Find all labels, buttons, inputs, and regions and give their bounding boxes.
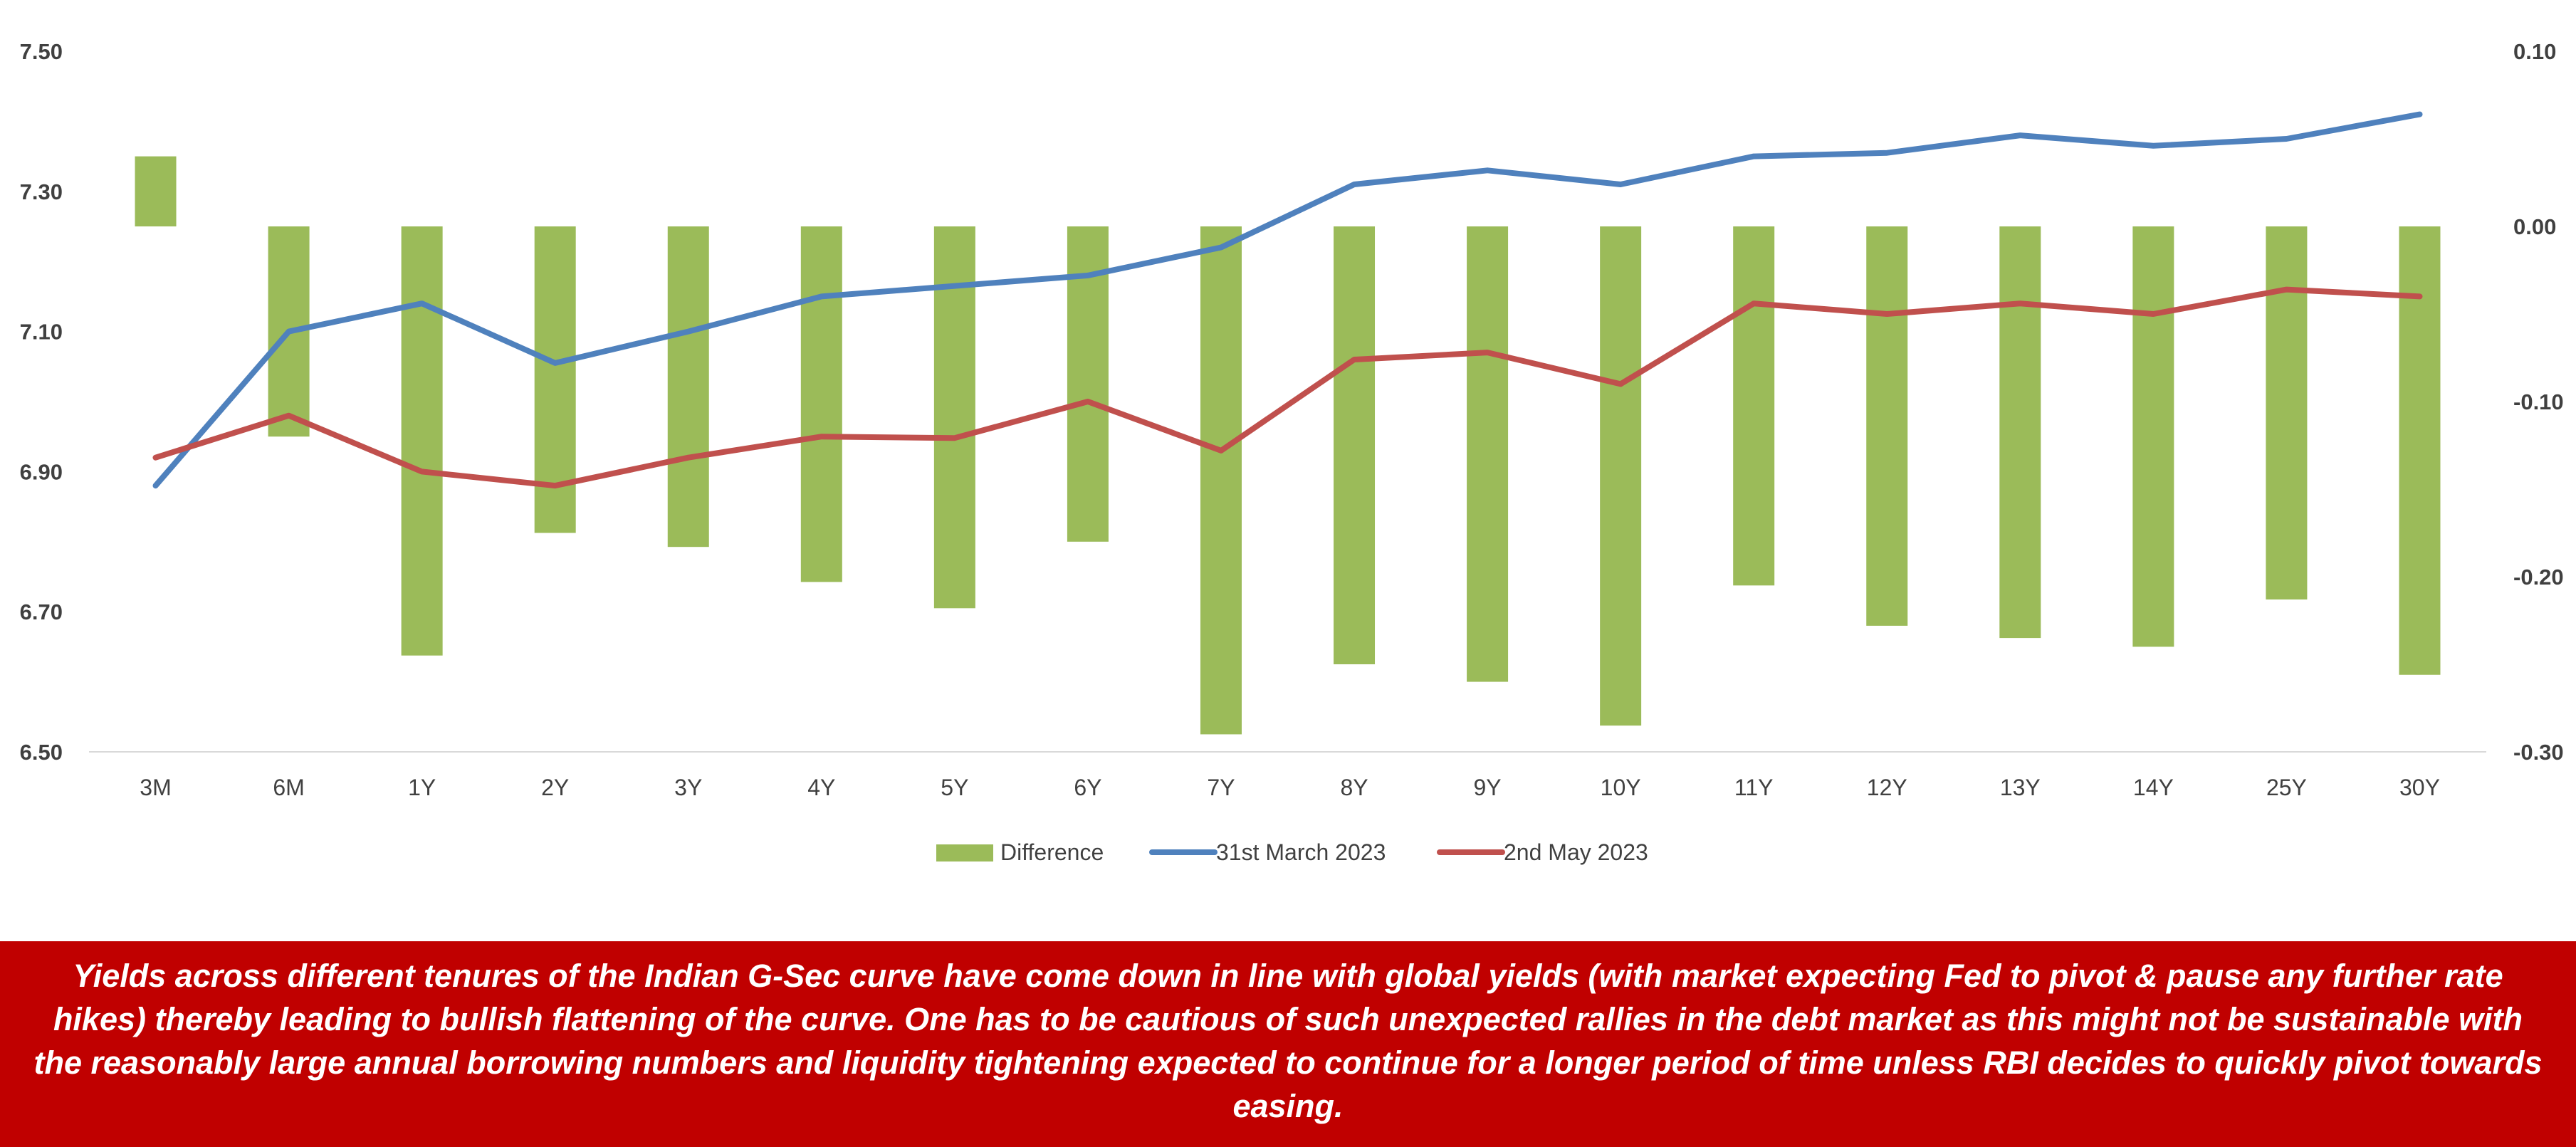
x-axis-tick-label: 11Y bbox=[1734, 775, 1774, 800]
legend-swatch-difference bbox=[936, 844, 993, 861]
x-axis-tick-label: 6M bbox=[273, 775, 304, 800]
difference-bar bbox=[2132, 226, 2174, 647]
left-axis-tick-label: 7.10 bbox=[20, 320, 63, 345]
right-axis-tick-label: -0.10 bbox=[2513, 389, 2564, 414]
difference-bar bbox=[800, 226, 842, 582]
difference-bar bbox=[2399, 226, 2441, 675]
right-axis-tick-label: -0.30 bbox=[2513, 740, 2564, 765]
x-axis-tick-label: 7Y bbox=[1207, 775, 1235, 800]
x-axis-tick-label: 3Y bbox=[674, 775, 702, 800]
left-axis-tick-label: 6.50 bbox=[20, 740, 63, 765]
legend-label: 31st March 2023 bbox=[1216, 839, 1386, 865]
may-2023-yield-line bbox=[152, 286, 2423, 489]
x-axis-tick-label: 14Y bbox=[2133, 775, 2174, 800]
difference-bar bbox=[401, 226, 443, 656]
left-axis-tick-label: 6.70 bbox=[20, 599, 63, 624]
difference-bar bbox=[1733, 226, 1775, 586]
difference-bar bbox=[667, 226, 709, 548]
difference-bar bbox=[1866, 226, 1908, 626]
x-axis-tick-label: 5Y bbox=[941, 775, 968, 800]
left-axis-tick-label: 7.30 bbox=[20, 179, 63, 204]
x-axis-tick-label: 1Y bbox=[408, 775, 436, 800]
x-axis-tick-label: 13Y bbox=[2000, 775, 2041, 800]
chart-svg: 7.50 7.30 7.10 6.90 6.70 6.50 0.10 0.00 -0.10 -0.… bbox=[20, 39, 2564, 865]
commentary-banner: Yields across different tenures of the I… bbox=[0, 941, 2576, 1147]
yield-curve-chart: 7.50 7.30 7.10 6.90 6.70 6.50 0.10 0.00 -0.10 -0.… bbox=[20, 39, 2564, 865]
difference-bar bbox=[2266, 226, 2308, 599]
legend-label: Difference bbox=[1000, 839, 1104, 865]
left-axis-tick-label: 6.90 bbox=[20, 459, 63, 484]
difference-bar bbox=[1999, 226, 2041, 639]
right-axis-tick-label: -0.20 bbox=[2513, 565, 2564, 590]
right-axis-tick-label: 0.00 bbox=[2513, 214, 2556, 239]
legend-label: 2nd May 2023 bbox=[1504, 839, 1648, 865]
difference-bar bbox=[1600, 226, 1642, 726]
x-axis-tick-label: 2Y bbox=[541, 775, 569, 800]
right-axis-tick-label: 0.10 bbox=[2513, 39, 2556, 64]
difference-bar bbox=[933, 226, 975, 609]
x-axis-tick-label: 12Y bbox=[1867, 775, 1907, 800]
difference-bar bbox=[1467, 226, 1509, 682]
x-axis-tick-label: 9Y bbox=[1474, 775, 1502, 800]
difference-bar bbox=[1200, 226, 1242, 735]
x-axis-tick-label: 4Y bbox=[807, 775, 835, 800]
x-axis-tick-label: 3M bbox=[140, 775, 171, 800]
x-axis-tick-label: 10Y bbox=[1601, 775, 1641, 800]
march-2023-yield-line bbox=[152, 111, 2423, 489]
x-axis-tick-label: 8Y bbox=[1340, 775, 1368, 800]
x-axis-tick-label: 25Y bbox=[2266, 775, 2307, 800]
left-axis-tick-label: 7.50 bbox=[20, 39, 63, 64]
difference-bar bbox=[135, 156, 177, 226]
difference-bar bbox=[1334, 226, 1376, 664]
commentary-text: Yields across different tenures of the I… bbox=[33, 958, 2543, 1124]
x-axis-tick-label: 6Y bbox=[1074, 775, 1101, 800]
x-axis-tick-label: 30Y bbox=[2399, 775, 2440, 800]
